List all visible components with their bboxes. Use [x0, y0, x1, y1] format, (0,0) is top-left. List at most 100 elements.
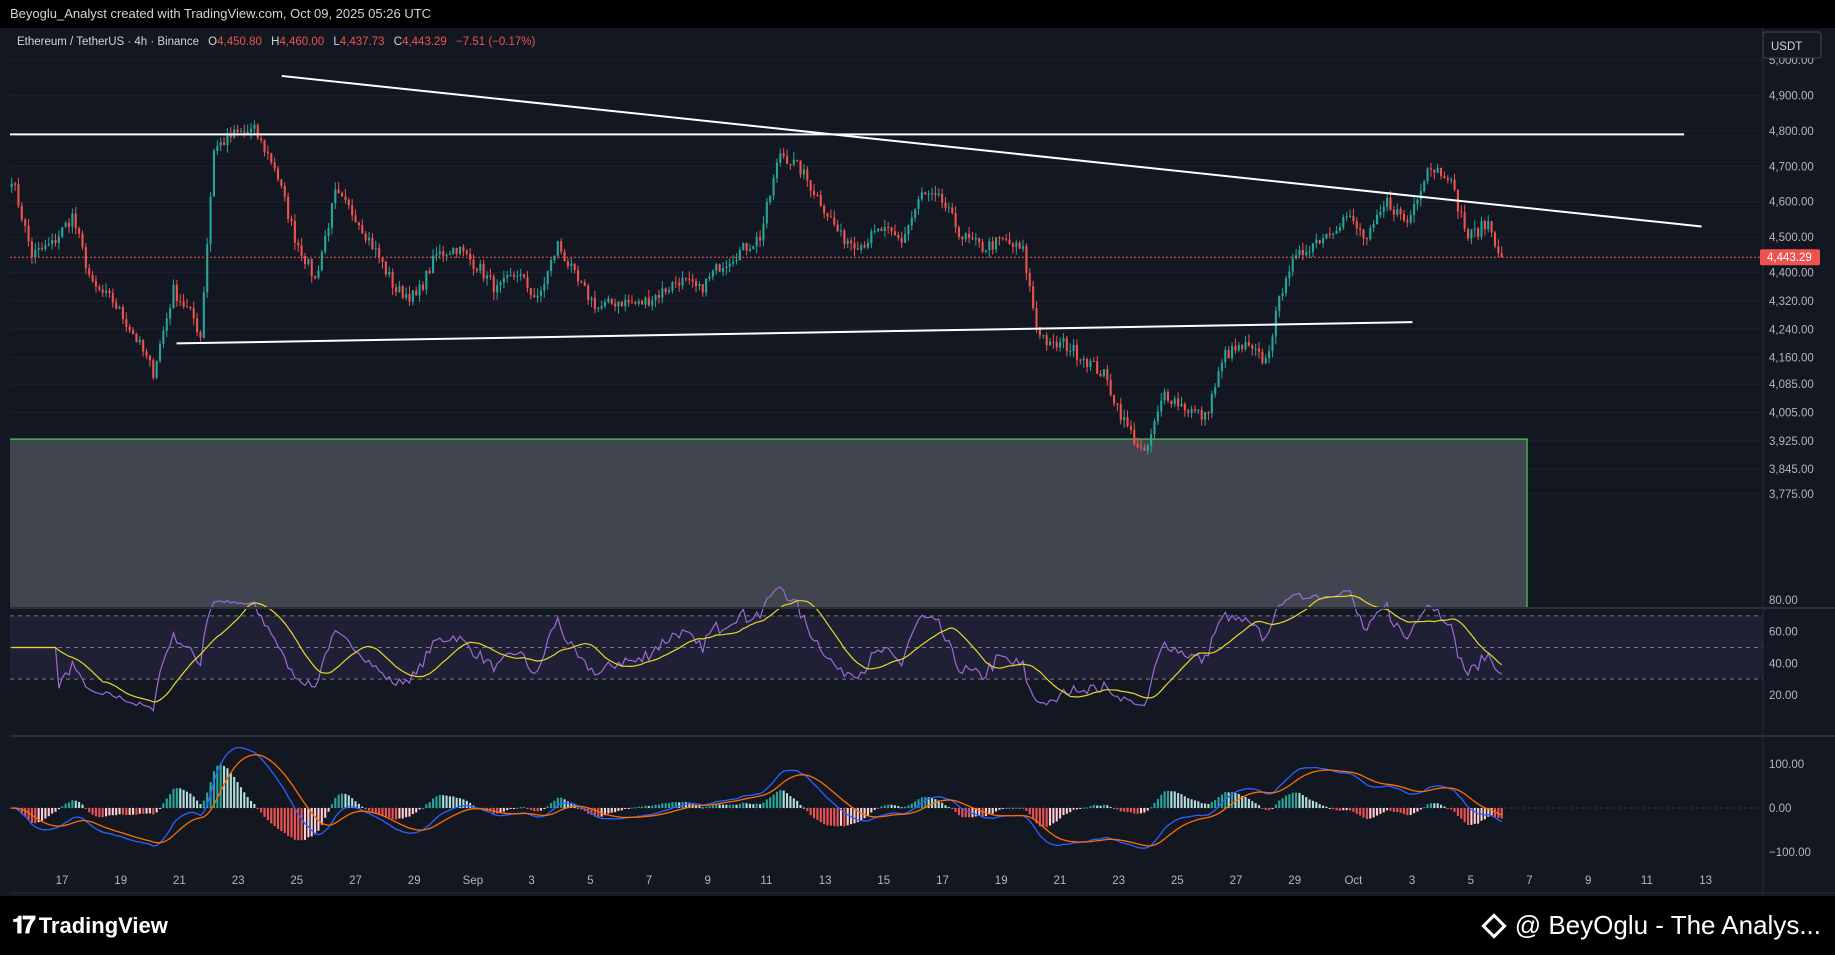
- candle-body: [401, 286, 404, 298]
- candle: [482, 259, 485, 282]
- macd-histogram-bar: [371, 808, 374, 813]
- chart-canvas[interactable]: 5,000.004,900.004,800.004,700.004,600.00…: [0, 28, 1835, 896]
- candle-body: [600, 306, 603, 309]
- macd-histogram-bar: [1187, 798, 1190, 808]
- candle-body: [1214, 387, 1217, 395]
- tradingview-logo[interactable]: 𝟏𝟕 TradingView: [12, 912, 168, 940]
- candle: [1477, 226, 1480, 241]
- candle-body: [1025, 246, 1028, 274]
- candle: [526, 270, 529, 293]
- macd-histogram-bar: [1251, 801, 1254, 808]
- candle: [182, 294, 185, 309]
- candle: [657, 289, 660, 304]
- candle-body: [1116, 403, 1119, 405]
- candle: [30, 237, 33, 264]
- macd-histogram-bar: [24, 808, 27, 817]
- candle: [903, 226, 907, 244]
- candle: [684, 277, 687, 282]
- macd-histogram-bar: [1123, 808, 1126, 812]
- macd-histogram-bar: [961, 808, 964, 818]
- candle: [880, 227, 883, 232]
- macd-histogram-bar: [1318, 804, 1321, 808]
- candle: [1072, 339, 1075, 358]
- candle: [826, 212, 829, 221]
- candle-body: [998, 237, 1001, 239]
- candle-body: [307, 258, 310, 265]
- macd-histogram-bar: [1348, 808, 1352, 811]
- time-axis[interactable]: 17 19 21 23 25 27 29 Sep 3 5 7 9 11 13 15 17 19 21 23 25 27 2…: [56, 875, 1712, 887]
- candle-body: [1241, 344, 1244, 350]
- candle: [941, 188, 944, 209]
- time-tick-label: 7: [1526, 875, 1532, 887]
- candle: [877, 227, 880, 233]
- candle: [1136, 437, 1139, 449]
- macd-histogram-bar: [253, 803, 256, 808]
- macd-histogram-bar: [1150, 807, 1153, 809]
- candle: [1163, 388, 1166, 405]
- candle-body: [1102, 369, 1105, 377]
- candle-body: [64, 222, 67, 228]
- legend-symbol: Ethereum / TetherUS · 4h · Binance: [17, 36, 199, 48]
- candle-body: [1342, 217, 1345, 228]
- macd-histogram-bar: [20, 808, 23, 815]
- candle-body: [1173, 398, 1176, 404]
- candle: [587, 283, 590, 305]
- macd-histogram-bar: [927, 797, 930, 808]
- macd-histogram-bar: [243, 792, 246, 808]
- macd-histogram-bar: [408, 808, 411, 817]
- macd-histogram-bar: [823, 808, 826, 825]
- candle-body: [1375, 214, 1379, 225]
- candle-body: [556, 241, 559, 256]
- macd-histogram-bar: [779, 790, 782, 808]
- macd-histogram-bar: [388, 808, 391, 818]
- macd-histogram-bar: [610, 808, 613, 813]
- macd-histogram-bar: [930, 797, 934, 808]
- price-axis[interactable]: 5,000.004,900.004,800.004,700.004,600.00…: [1769, 55, 1814, 501]
- time-tick-label: 17: [936, 875, 949, 887]
- macd-histogram-bar: [826, 808, 829, 826]
- candle: [14, 181, 17, 191]
- macd-histogram-bar: [280, 808, 283, 831]
- time-tick-label: 23: [232, 875, 245, 887]
- candle: [610, 298, 613, 306]
- candle-body: [610, 298, 613, 304]
- candle-body: [887, 227, 890, 229]
- candle-body: [603, 301, 607, 307]
- candle: [347, 197, 350, 210]
- candle: [620, 300, 623, 307]
- macd-histogram-bar: [101, 808, 104, 818]
- candle-body: [1477, 228, 1480, 237]
- candle-body: [1247, 342, 1250, 346]
- candle-body: [381, 257, 384, 262]
- candle-body: [236, 129, 239, 132]
- candle: [893, 224, 896, 236]
- macd-histogram-bar: [1042, 808, 1045, 827]
- candle: [1355, 217, 1358, 236]
- macd-histogram-bar: [624, 808, 627, 809]
- currency-badge[interactable]: USDT: [1762, 31, 1822, 59]
- candle: [1224, 346, 1227, 369]
- candle: [405, 287, 408, 301]
- candle-body: [283, 185, 286, 197]
- candle-body: [671, 282, 674, 291]
- candle-body: [1086, 358, 1089, 367]
- candle-body: [314, 276, 317, 278]
- candle: [78, 226, 81, 239]
- candle: [317, 265, 320, 280]
- macd-histogram-bar: [425, 804, 428, 808]
- macd-histogram-bar: [263, 808, 266, 817]
- candle-body: [394, 287, 398, 292]
- candle: [1332, 232, 1335, 239]
- candle-body: [465, 250, 468, 254]
- macd-histogram-bar: [135, 808, 138, 815]
- macd-histogram-bar: [189, 793, 192, 808]
- candle: [607, 295, 610, 304]
- macd-histogram-bar: [1113, 808, 1116, 809]
- candle: [732, 255, 735, 267]
- candle: [917, 195, 920, 215]
- candle-body: [1372, 224, 1375, 228]
- candle: [1227, 346, 1230, 359]
- candle-body: [209, 196, 212, 245]
- macd-histogram-bar: [145, 808, 148, 814]
